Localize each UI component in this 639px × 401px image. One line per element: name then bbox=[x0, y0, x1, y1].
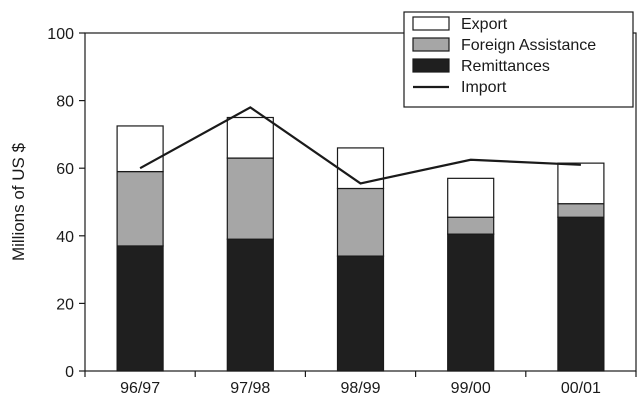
bar-foreign-assistance bbox=[336, 187, 385, 257]
bar-foreign-assistance bbox=[557, 203, 605, 218]
plot-area bbox=[84, 32, 637, 372]
bar-export bbox=[447, 177, 495, 218]
bar-export bbox=[116, 125, 164, 173]
bar-foreign-assistance bbox=[116, 170, 164, 247]
line-import bbox=[139, 106, 581, 185]
legend-label-remittances: Remittances bbox=[461, 58, 550, 75]
y-axis: 0 20 40 60 80 100 bbox=[47, 26, 85, 381]
legend-swatch-remittances bbox=[412, 58, 450, 73]
legend-label-foreign-assistance: Foreign Assistance bbox=[461, 37, 596, 54]
bar-remittances bbox=[557, 216, 605, 372]
legend-label-export: Export bbox=[461, 16, 508, 33]
y-tick-label: 60 bbox=[56, 161, 74, 178]
bar-remittances bbox=[226, 238, 274, 372]
bar-remittances bbox=[116, 245, 164, 372]
legend-swatch-foreign-assistance bbox=[412, 37, 450, 52]
y-tick-label: 40 bbox=[56, 229, 74, 246]
y-axis-title: Millions of US $ bbox=[9, 142, 28, 261]
bar-remittances bbox=[336, 255, 385, 372]
import-line-layer bbox=[139, 106, 581, 185]
y-tick-label: 80 bbox=[56, 94, 74, 111]
bar-remittances bbox=[447, 233, 495, 372]
legend-swatch-export bbox=[412, 16, 450, 31]
y-tick-label: 20 bbox=[56, 296, 74, 313]
bar-foreign-assistance bbox=[226, 157, 274, 240]
x-tick-label: 97/98 bbox=[230, 380, 270, 397]
legend-label-import: Import bbox=[461, 79, 507, 96]
y-tick-label: 0 bbox=[65, 364, 74, 381]
x-tick-label: 98/99 bbox=[340, 380, 380, 397]
x-tick-label: 00/01 bbox=[561, 380, 601, 397]
bar-export bbox=[336, 147, 385, 190]
x-axis: 96/97 97/98 98/99 99/00 00/01 bbox=[84, 371, 637, 397]
y-tick-label: 100 bbox=[47, 26, 74, 43]
bar-foreign-assistance bbox=[447, 216, 495, 235]
bar-export bbox=[226, 116, 274, 159]
legend: Export Foreign Assistance Remittances Impor… bbox=[403, 11, 634, 108]
bar-export bbox=[557, 162, 605, 205]
x-tick-label: 99/00 bbox=[451, 380, 491, 397]
x-tick-label: 96/97 bbox=[120, 380, 160, 397]
